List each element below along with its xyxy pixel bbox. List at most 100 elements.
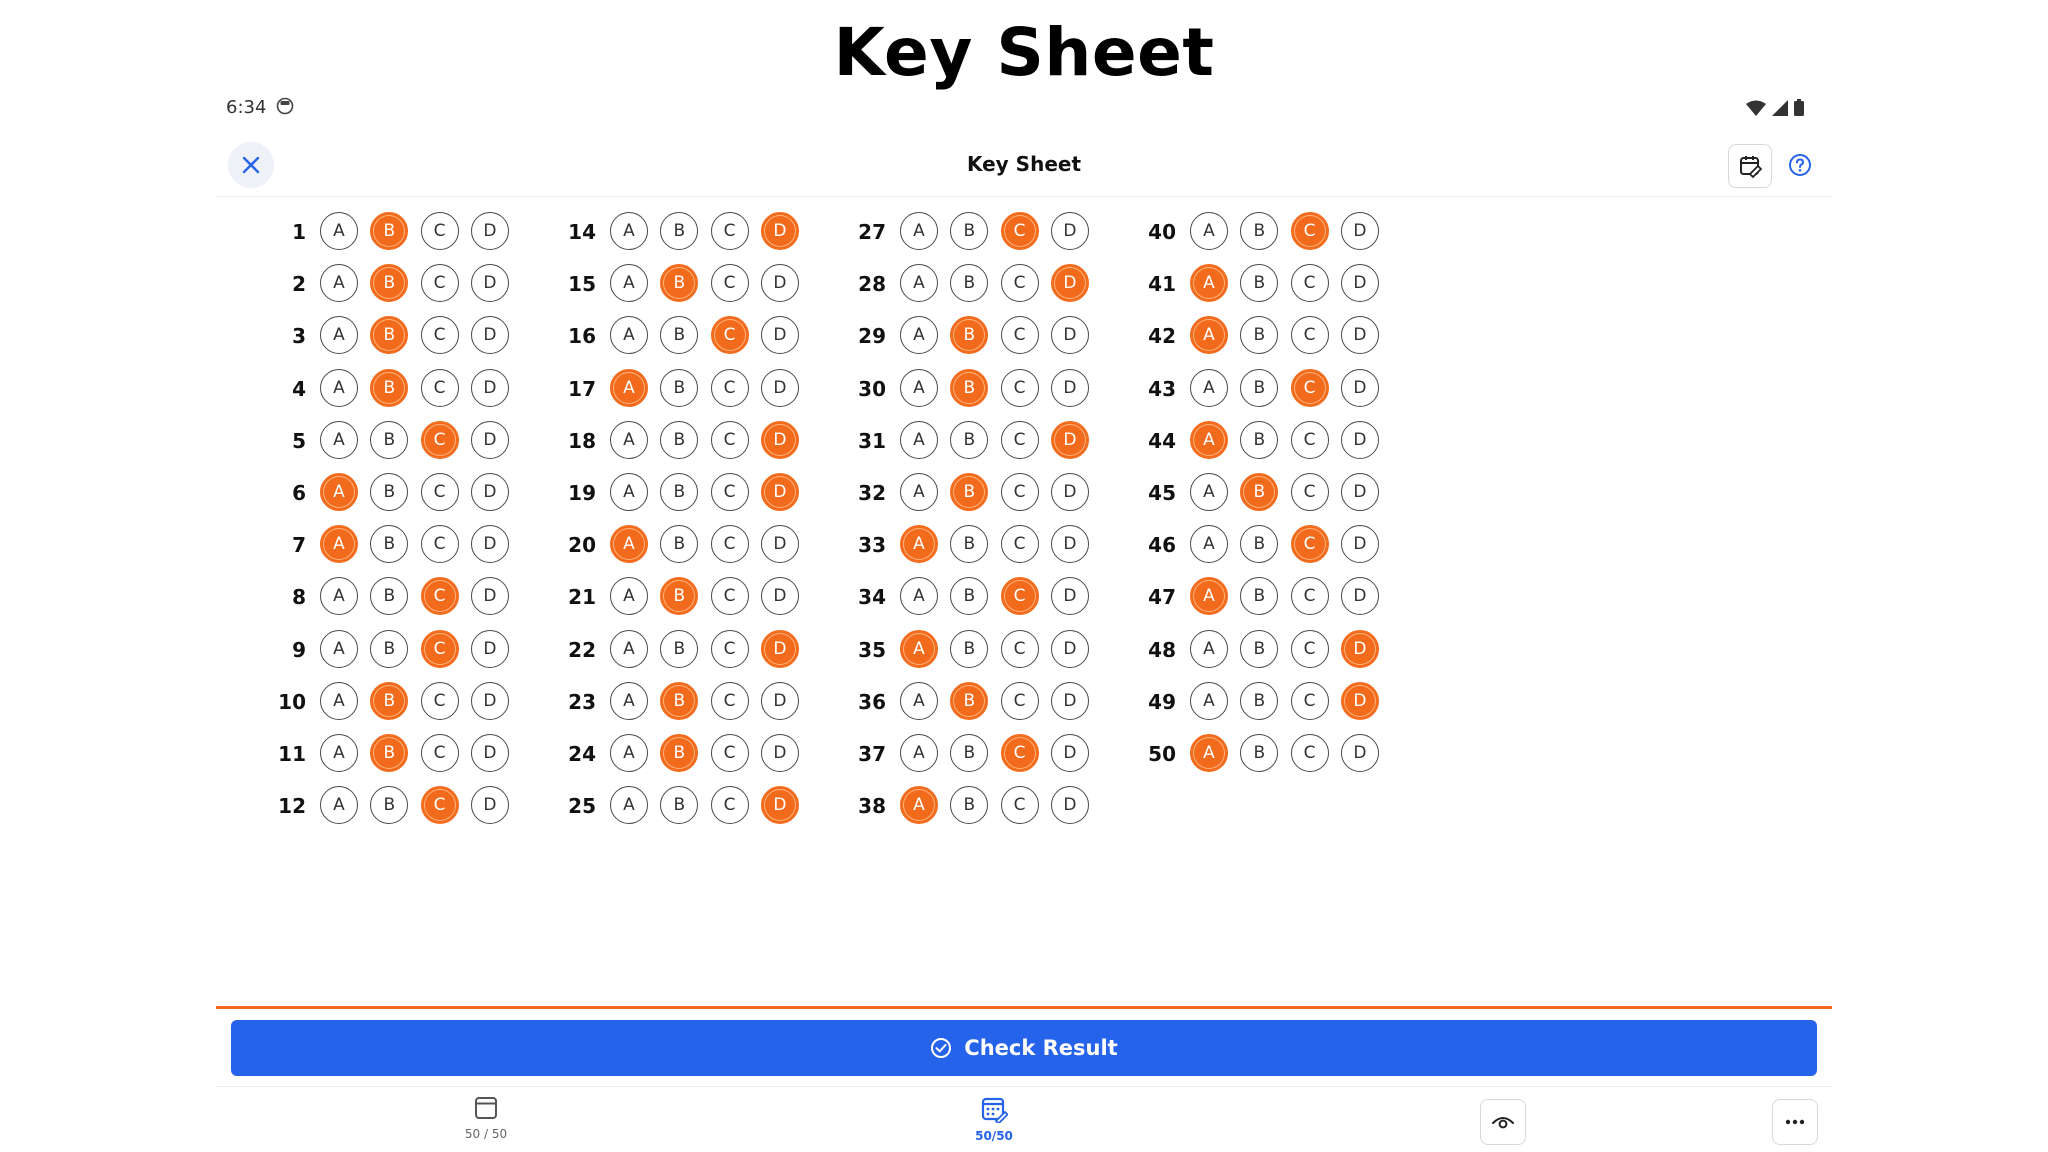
option-d-bubble[interactable]: D — [760, 212, 799, 250]
option-a-bubble[interactable]: A — [610, 420, 648, 459]
option-c-bubble[interactable]: C — [420, 368, 459, 407]
option-d-bubble[interactable]: D — [760, 629, 799, 668]
option-b-bubble[interactable]: B — [660, 264, 699, 303]
option-c-bubble[interactable]: C — [1290, 681, 1329, 720]
close-button[interactable] — [228, 142, 274, 188]
option-a-bubble[interactable]: A — [320, 316, 358, 355]
option-c-bubble[interactable]: C — [1290, 264, 1329, 303]
option-d-bubble[interactable]: D — [760, 264, 799, 303]
option-b-bubble[interactable]: B — [1240, 473, 1279, 511]
option-a-bubble[interactable]: A — [1190, 420, 1228, 459]
option-c-bubble[interactable]: C — [710, 577, 749, 616]
option-d-bubble[interactable]: D — [1050, 577, 1089, 616]
option-a-bubble[interactable]: A — [610, 264, 648, 303]
option-c-bubble[interactable]: C — [1000, 681, 1039, 720]
option-d-bubble[interactable]: D — [1340, 734, 1379, 772]
option-a-bubble[interactable]: A — [1190, 577, 1228, 616]
option-a-bubble[interactable]: A — [900, 212, 938, 250]
option-d-bubble[interactable]: D — [470, 420, 509, 459]
option-d-bubble[interactable]: D — [1050, 264, 1089, 303]
option-c-bubble[interactable]: C — [1000, 473, 1039, 511]
option-c-bubble[interactable]: C — [420, 734, 459, 772]
option-d-bubble[interactable]: D — [470, 681, 509, 720]
option-c-bubble[interactable]: C — [1000, 629, 1039, 668]
option-b-bubble[interactable]: B — [660, 734, 699, 772]
option-a-bubble[interactable]: A — [320, 525, 358, 564]
option-c-bubble[interactable]: C — [710, 316, 749, 355]
option-b-bubble[interactable]: B — [370, 629, 409, 668]
option-d-bubble[interactable]: D — [1340, 525, 1379, 564]
option-c-bubble[interactable]: C — [710, 368, 749, 407]
option-a-bubble[interactable]: A — [610, 316, 648, 355]
option-d-bubble[interactable]: D — [470, 525, 509, 564]
option-c-bubble[interactable]: C — [1290, 473, 1329, 511]
option-c-bubble[interactable]: C — [1290, 420, 1329, 459]
option-a-bubble[interactable]: A — [900, 316, 938, 355]
option-c-bubble[interactable]: C — [710, 786, 749, 825]
option-a-bubble[interactable]: A — [320, 420, 358, 459]
option-a-bubble[interactable]: A — [610, 577, 648, 616]
option-d-bubble[interactable]: D — [1340, 629, 1379, 668]
option-b-bubble[interactable]: B — [370, 577, 409, 616]
option-b-bubble[interactable]: B — [1240, 316, 1279, 355]
option-a-bubble[interactable]: A — [1190, 316, 1228, 355]
option-d-bubble[interactable]: D — [1340, 368, 1379, 407]
option-a-bubble[interactable]: A — [610, 368, 648, 407]
option-c-bubble[interactable]: C — [420, 786, 459, 825]
option-d-bubble[interactable]: D — [760, 681, 799, 720]
option-b-bubble[interactable]: B — [370, 264, 409, 303]
option-b-bubble[interactable]: B — [370, 316, 409, 355]
option-d-bubble[interactable]: D — [1050, 525, 1089, 564]
option-a-bubble[interactable]: A — [610, 525, 648, 564]
option-c-bubble[interactable]: C — [420, 577, 459, 616]
option-a-bubble[interactable]: A — [900, 734, 938, 772]
option-a-bubble[interactable]: A — [320, 577, 358, 616]
option-d-bubble[interactable]: D — [1050, 734, 1089, 772]
option-a-bubble[interactable]: A — [1190, 629, 1228, 668]
option-d-bubble[interactable]: D — [1340, 473, 1379, 511]
option-c-bubble[interactable]: C — [1000, 786, 1039, 825]
option-a-bubble[interactable]: A — [900, 264, 938, 303]
option-b-bubble[interactable]: B — [660, 212, 699, 250]
option-d-bubble[interactable]: D — [1340, 316, 1379, 355]
option-a-bubble[interactable]: A — [610, 212, 648, 250]
option-c-bubble[interactable]: C — [420, 629, 459, 668]
option-a-bubble[interactable]: A — [1190, 525, 1228, 564]
option-b-bubble[interactable]: B — [950, 577, 989, 616]
option-a-bubble[interactable]: A — [610, 786, 648, 825]
option-c-bubble[interactable]: C — [710, 525, 749, 564]
option-d-bubble[interactable]: D — [760, 577, 799, 616]
option-d-bubble[interactable]: D — [1340, 212, 1379, 250]
option-a-bubble[interactable]: A — [900, 681, 938, 720]
check-result-button[interactable]: Check Result — [231, 1020, 1817, 1076]
option-c-bubble[interactable]: C — [1290, 368, 1329, 407]
option-c-bubble[interactable]: C — [1000, 734, 1039, 772]
option-c-bubble[interactable]: C — [1000, 316, 1039, 355]
option-d-bubble[interactable]: D — [760, 734, 799, 772]
option-c-bubble[interactable]: C — [1000, 525, 1039, 564]
option-b-bubble[interactable]: B — [950, 734, 989, 772]
option-d-bubble[interactable]: D — [470, 629, 509, 668]
more-button[interactable] — [1772, 1099, 1818, 1145]
option-d-bubble[interactable]: D — [760, 368, 799, 407]
option-a-bubble[interactable]: A — [900, 525, 938, 564]
option-b-bubble[interactable]: B — [660, 786, 699, 825]
nav-sheets[interactable]: 50 / 50 — [446, 1095, 526, 1141]
option-a-bubble[interactable]: A — [320, 629, 358, 668]
option-b-bubble[interactable]: B — [950, 420, 989, 459]
option-d-bubble[interactable]: D — [1050, 212, 1089, 250]
option-a-bubble[interactable]: A — [320, 368, 358, 407]
option-c-bubble[interactable]: C — [1290, 316, 1329, 355]
option-a-bubble[interactable]: A — [900, 368, 938, 407]
option-b-bubble[interactable]: B — [660, 525, 699, 564]
option-a-bubble[interactable]: A — [1190, 264, 1228, 303]
option-a-bubble[interactable]: A — [320, 212, 358, 250]
option-b-bubble[interactable]: B — [660, 681, 699, 720]
option-c-bubble[interactable]: C — [420, 212, 459, 250]
option-c-bubble[interactable]: C — [710, 212, 749, 250]
option-b-bubble[interactable]: B — [370, 473, 409, 511]
option-b-bubble[interactable]: B — [370, 525, 409, 564]
option-b-bubble[interactable]: B — [1240, 681, 1279, 720]
option-a-bubble[interactable]: A — [610, 734, 648, 772]
option-a-bubble[interactable]: A — [900, 629, 938, 668]
